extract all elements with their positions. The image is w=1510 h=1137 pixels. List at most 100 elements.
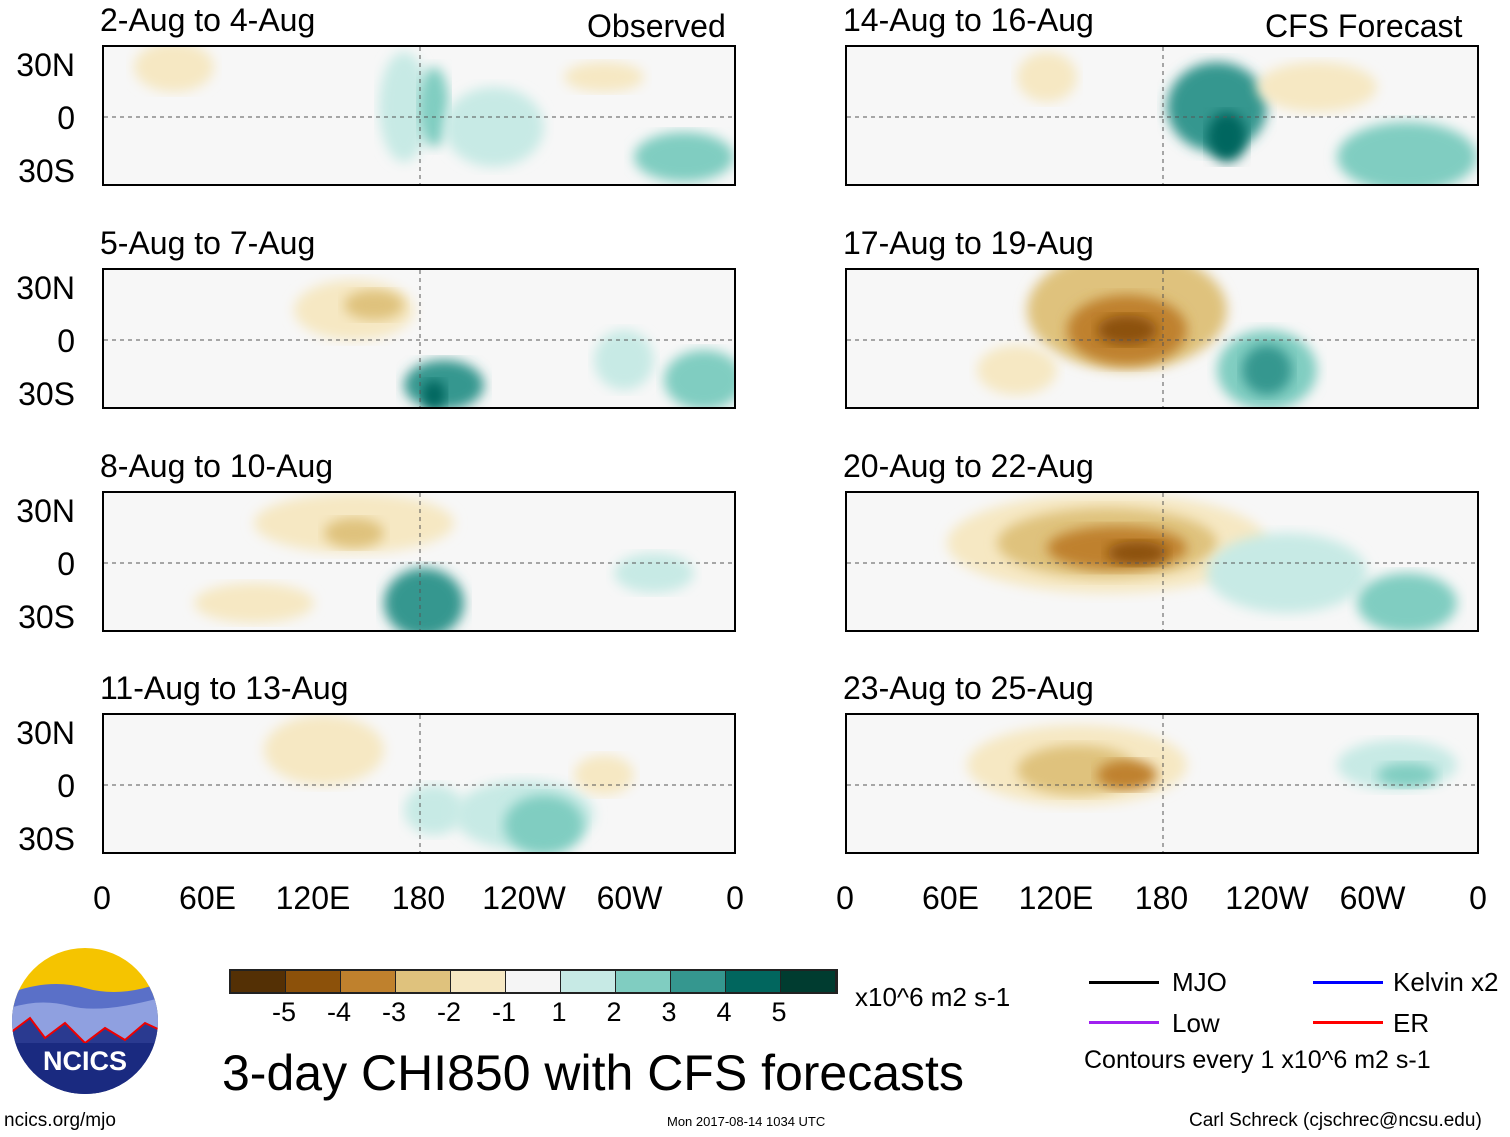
anomaly-region bbox=[1257, 62, 1377, 112]
lat-label: 30S bbox=[18, 599, 75, 635]
anomaly-region bbox=[134, 47, 214, 92]
anomaly-region bbox=[634, 132, 734, 182]
colorbar-label: -2 bbox=[436, 997, 462, 1027]
colorbar-units: x10^6 m2 s-1 bbox=[855, 982, 1011, 1012]
map-panel bbox=[102, 268, 736, 409]
lat-label: 0 bbox=[57, 768, 75, 804]
colorbar-swatch bbox=[781, 971, 836, 992]
lon-label: 120E bbox=[275, 880, 351, 916]
colorbar-swatch bbox=[506, 971, 561, 992]
anomaly-region bbox=[1017, 52, 1077, 102]
colorbar bbox=[229, 969, 838, 994]
colorbar-label: -4 bbox=[326, 997, 352, 1027]
anomaly-region bbox=[324, 518, 384, 548]
colorbar-swatch bbox=[231, 971, 286, 992]
anomaly-region bbox=[977, 345, 1057, 395]
lat-label: 30N bbox=[16, 493, 75, 529]
lon-label: 60E bbox=[922, 880, 979, 916]
ncics-logo: NCICS bbox=[12, 948, 158, 1094]
anomaly-region bbox=[194, 583, 314, 623]
lat-label: 0 bbox=[57, 323, 75, 359]
panel-title: 20-Aug to 22-Aug bbox=[843, 448, 1094, 484]
anomaly-region bbox=[1107, 541, 1167, 565]
anomaly-region bbox=[574, 755, 634, 795]
lat-label: 30N bbox=[16, 270, 75, 306]
anomaly-region bbox=[594, 330, 654, 390]
lon-label: 180 bbox=[391, 880, 446, 916]
panel-title: 11-Aug to 13-Aug bbox=[100, 670, 349, 706]
panel-title: 8-Aug to 10-Aug bbox=[100, 448, 334, 484]
panel-title: 14-Aug to 16-Aug bbox=[843, 2, 1094, 38]
legend-er: ER bbox=[1393, 1008, 1430, 1038]
panel-title: 17-Aug to 19-Aug bbox=[843, 225, 1094, 261]
legend-mjo: MJO bbox=[1172, 967, 1227, 997]
anomaly-region bbox=[379, 52, 429, 162]
anomaly-region bbox=[664, 350, 734, 407]
lon-label: 0 bbox=[93, 880, 111, 916]
colorbar-swatch bbox=[726, 971, 781, 992]
colorbar-label: 4 bbox=[716, 997, 732, 1027]
lat-label: 30S bbox=[18, 376, 75, 412]
lon-label: 0 bbox=[1469, 880, 1487, 916]
colorbar-swatch bbox=[451, 971, 506, 992]
anomaly-region bbox=[444, 87, 544, 167]
anomaly-region bbox=[419, 67, 449, 147]
footer-timestamp: Mon 2017-08-14 1034 UTC bbox=[667, 1114, 826, 1129]
legend-kelvin-line bbox=[1313, 981, 1383, 984]
anomaly-region bbox=[1097, 315, 1157, 345]
lon-label: 120W bbox=[482, 880, 566, 916]
anomaly-region bbox=[1097, 760, 1157, 790]
lon-label: 180 bbox=[1134, 880, 1189, 916]
lon-label: 0 bbox=[836, 880, 854, 916]
anomaly-region bbox=[614, 553, 694, 593]
colorbar-swatch bbox=[341, 971, 396, 992]
map-panel bbox=[845, 491, 1479, 632]
anomaly-region bbox=[344, 290, 404, 320]
legend-kelvin: Kelvin x2 bbox=[1393, 967, 1499, 997]
colorbar-label: -3 bbox=[381, 997, 407, 1027]
colorbar-swatch bbox=[616, 971, 671, 992]
svg-text:NCICS: NCICS bbox=[43, 1046, 127, 1076]
lon-label: 120E bbox=[1018, 880, 1094, 916]
lat-label: 30S bbox=[18, 821, 75, 857]
lat-label: 0 bbox=[57, 100, 75, 136]
map-panel bbox=[102, 45, 736, 186]
observed-header: Observed bbox=[587, 8, 726, 44]
lat-label: 0 bbox=[57, 546, 75, 582]
anomaly-region bbox=[1207, 112, 1247, 162]
lon-label: 60W bbox=[1339, 880, 1406, 916]
forecast-header: CFS Forecast bbox=[1265, 8, 1463, 44]
map-panel bbox=[102, 713, 736, 854]
lat-label: 30N bbox=[16, 715, 75, 751]
anomaly-region bbox=[1357, 573, 1457, 630]
colorbar-swatch bbox=[671, 971, 726, 992]
colorbar-label: -1 bbox=[491, 997, 517, 1027]
anomaly-region bbox=[404, 785, 464, 835]
anomaly-region bbox=[1242, 345, 1292, 395]
lat-label: 30S bbox=[18, 153, 75, 189]
anomaly-region bbox=[1377, 763, 1437, 787]
legend-er-line bbox=[1313, 1021, 1383, 1024]
colorbar-label: -5 bbox=[271, 997, 297, 1027]
lat-label: 30N bbox=[16, 47, 75, 83]
footer-url[interactable]: ncics.org/mjo bbox=[4, 1110, 116, 1131]
panel-title: 2-Aug to 4-Aug bbox=[100, 2, 316, 38]
figure-title: 3-day CHI850 with CFS forecasts bbox=[222, 1045, 964, 1101]
colorbar-label: 1 bbox=[551, 997, 567, 1027]
map-panel bbox=[845, 45, 1479, 186]
legend-low: Low bbox=[1172, 1008, 1220, 1038]
panel-title: 23-Aug to 25-Aug bbox=[843, 670, 1094, 706]
lon-label: 60E bbox=[179, 880, 236, 916]
footer-author: Carl Schreck (cjschrec@ncsu.edu) bbox=[1189, 1110, 1482, 1131]
colorbar-swatch bbox=[396, 971, 451, 992]
map-panel bbox=[102, 491, 736, 632]
anomaly-region bbox=[384, 568, 464, 630]
map-panel bbox=[845, 713, 1479, 854]
map-panel bbox=[845, 268, 1479, 409]
legend-mjo-line bbox=[1089, 981, 1159, 984]
contour-note: Contours every 1 x10^6 m2 s-1 bbox=[1084, 1046, 1431, 1074]
anomaly-region bbox=[504, 795, 584, 852]
colorbar-label: 2 bbox=[606, 997, 622, 1027]
colorbar-swatch bbox=[286, 971, 341, 992]
